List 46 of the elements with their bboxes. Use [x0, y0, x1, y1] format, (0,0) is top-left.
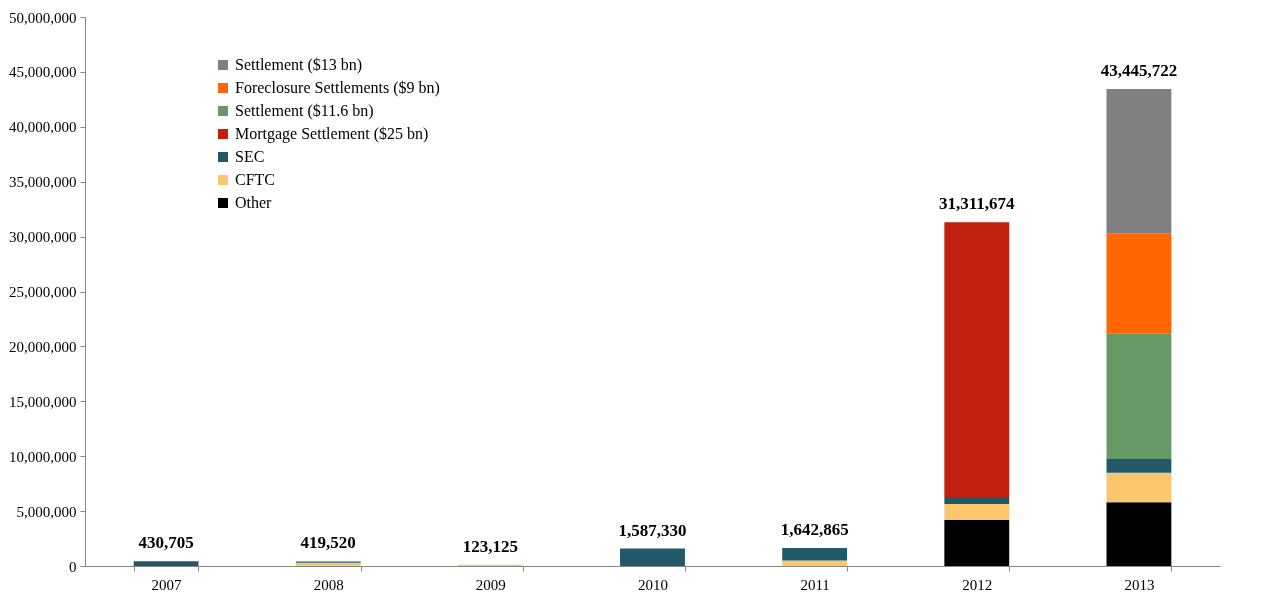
bar	[1106, 472, 1172, 503]
y-tick-label: 0	[69, 558, 77, 575]
x-tick-label: 2009	[475, 576, 506, 593]
bar	[1106, 333, 1172, 459]
bar	[944, 503, 1010, 520]
bar	[944, 519, 1010, 566]
x-tick-label: 2011	[800, 576, 830, 593]
x-tick-label: 2012	[962, 576, 993, 593]
legend-label: Settlement ($13 bn)	[235, 56, 363, 74]
bar	[1106, 233, 1172, 334]
bar	[133, 561, 199, 566]
x-tick-label: 2010	[638, 576, 668, 593]
bar	[620, 548, 685, 566]
total-label: 430,705	[138, 533, 194, 553]
bar	[944, 222, 1010, 498]
y-tick-label: 25,000,000	[9, 284, 77, 300]
x-tick-label: 2013	[1124, 576, 1155, 593]
total-label: 43,445,722	[1100, 60, 1178, 80]
legend-label: Other	[235, 194, 273, 211]
legend-label: Mortgage Settlement ($25 bn)	[235, 125, 429, 143]
total-label: 1,642,865	[780, 519, 849, 539]
y-tick-label: 5,000,000	[16, 503, 77, 520]
y-tick-label: 40,000,000	[9, 119, 77, 136]
legend-label: Settlement ($11.6 bn)	[235, 102, 374, 120]
y-tick-label: 20,000,000	[9, 338, 77, 355]
y-tick-label: 15,000,000	[9, 393, 77, 410]
y-tick-label: 50,000,000	[9, 9, 77, 26]
bar	[782, 560, 848, 566]
y-tick-label: 35,000,000	[9, 174, 77, 191]
y-tick-label: 45,000,000	[9, 64, 77, 81]
y-tick-label: 30,000,000	[9, 229, 77, 246]
x-tick-label: 2007	[151, 576, 183, 593]
total-label: 31,311,674	[939, 194, 1016, 214]
legend-label: SEC	[235, 148, 265, 165]
bar	[1106, 88, 1172, 234]
bar	[1106, 458, 1172, 473]
y-tick-label: 10,000,000	[9, 448, 77, 465]
total-label: 123,125	[462, 536, 518, 556]
legend-label: CFTC	[235, 171, 276, 188]
total-label: 419,520	[300, 533, 356, 553]
legend-label: Foreclosure Settlements ($9 bn)	[235, 79, 440, 97]
bar	[944, 497, 1010, 504]
total-label: 1,587,330	[618, 520, 687, 540]
x-tick-label: 2008	[313, 576, 344, 593]
bar	[1106, 502, 1172, 566]
bar	[782, 547, 848, 561]
